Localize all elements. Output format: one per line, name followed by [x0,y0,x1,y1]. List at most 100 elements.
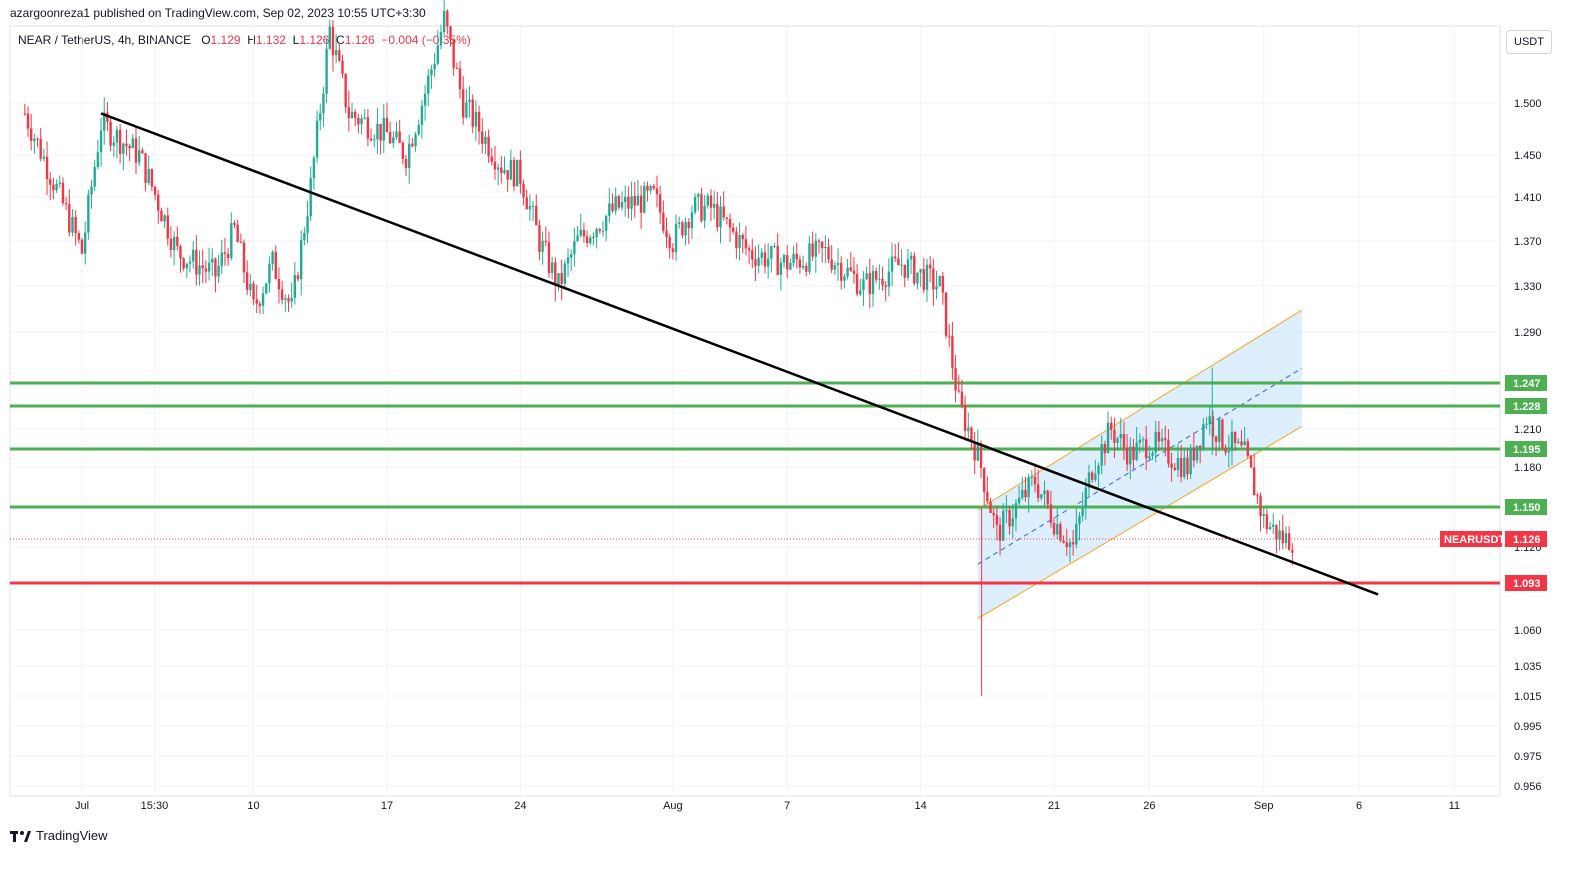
candle-body [1198,445,1202,448]
candle-body [172,236,176,250]
candle-body [811,243,814,257]
candle-body [633,195,636,206]
candle-body [1192,447,1196,461]
candle-body [296,275,300,280]
x-tick-label: 7 [784,800,790,812]
candle-body [325,48,328,94]
candle-body [1059,524,1062,541]
candle-body [849,267,852,271]
candle-body [973,442,976,461]
candle-body [1078,515,1081,525]
candle-body [258,303,262,306]
candle-body [417,124,420,135]
candle-body [1272,524,1275,527]
candle-body [744,239,748,249]
candle-body [528,206,532,210]
candle-body [49,179,52,185]
candle-body [1097,465,1100,474]
candle-body [732,227,735,232]
candle-body [315,120,319,158]
candle-body [989,501,992,514]
candle-body [395,131,398,138]
candle-body [620,202,624,208]
candle-body [1268,526,1272,530]
candle-body [928,264,932,269]
candle-body [986,492,989,502]
candle-body [550,262,554,273]
trendline[interactable] [100,112,1379,596]
candle-body [909,255,913,260]
candle-body [747,248,751,251]
candle-body [1014,503,1018,519]
time-axis[interactable]: Jul 15:30 10 17 24 Aug 7 14 21 26 Sep 6 11 [75,800,1460,812]
candle-body [579,229,582,236]
currency-button[interactable]: USDT [1506,30,1552,54]
candle-body [414,134,417,147]
candle-body [862,279,865,291]
support-levels[interactable] [10,381,1500,585]
y-tick-label: 1.500 [1514,98,1542,110]
plot-border [9,25,1501,797]
candle-body [547,242,551,273]
candle-body [1186,457,1189,475]
candle-body [604,215,608,231]
candle-body [646,185,649,191]
candle-body [411,143,414,147]
candle-body [519,159,522,184]
candle-body [1227,451,1230,453]
candle-body [674,223,678,253]
candle-body [709,195,713,208]
candle-body [1017,497,1021,504]
candle-body [1154,431,1157,453]
candle-body [624,196,627,203]
candle-body [557,273,560,286]
candle-body [55,183,58,191]
candle-body [535,205,538,226]
candle-body [366,117,370,139]
candle-body [309,178,312,217]
candle-body [188,261,192,264]
candle-body [1252,467,1256,496]
candle-body [331,26,335,56]
candle-body [45,156,49,180]
candle-body [1262,514,1265,516]
candle-body [360,118,363,125]
candle-body [211,258,214,263]
candle-body [223,252,227,254]
candle-body [712,203,716,208]
regression-channel[interactable] [977,309,1303,620]
candle-body [1151,452,1154,456]
tradingview-brand[interactable]: TradingView [10,828,108,843]
current-price-tag-label: 1.126 [1513,534,1541,546]
candle-body [265,283,268,294]
candle-body [1024,490,1027,498]
symbol-name[interactable]: NEAR / TetherUS, 4h, BINANCE [18,33,192,47]
candle-body [805,265,808,272]
candle-body [334,50,338,56]
candle-body [782,255,786,263]
x-tick-label: 6 [1356,800,1362,812]
candle-body [1094,473,1097,480]
candle-body [350,111,354,118]
candle-body [290,297,293,302]
candle-body [487,136,490,157]
candle-body [93,166,96,187]
candle-body [179,245,182,259]
candle-body [801,265,805,268]
candle-body [322,93,325,114]
price-axis[interactable]: 1.500 1.450 1.410 1.370 1.330 1.290 1.210 1.180… [1440,98,1547,793]
candle-body [894,256,897,259]
candle-body [484,136,487,144]
candle-body [697,194,700,197]
candle-body [471,99,474,127]
candle-body [1052,523,1056,535]
candle-body [118,129,122,154]
candle-body [328,26,331,49]
candle-body [1122,433,1126,448]
candle-body [230,223,233,258]
candle-body [1011,518,1014,527]
candle-body [700,194,703,221]
candle-body [1275,524,1278,540]
candle-body [83,232,87,254]
